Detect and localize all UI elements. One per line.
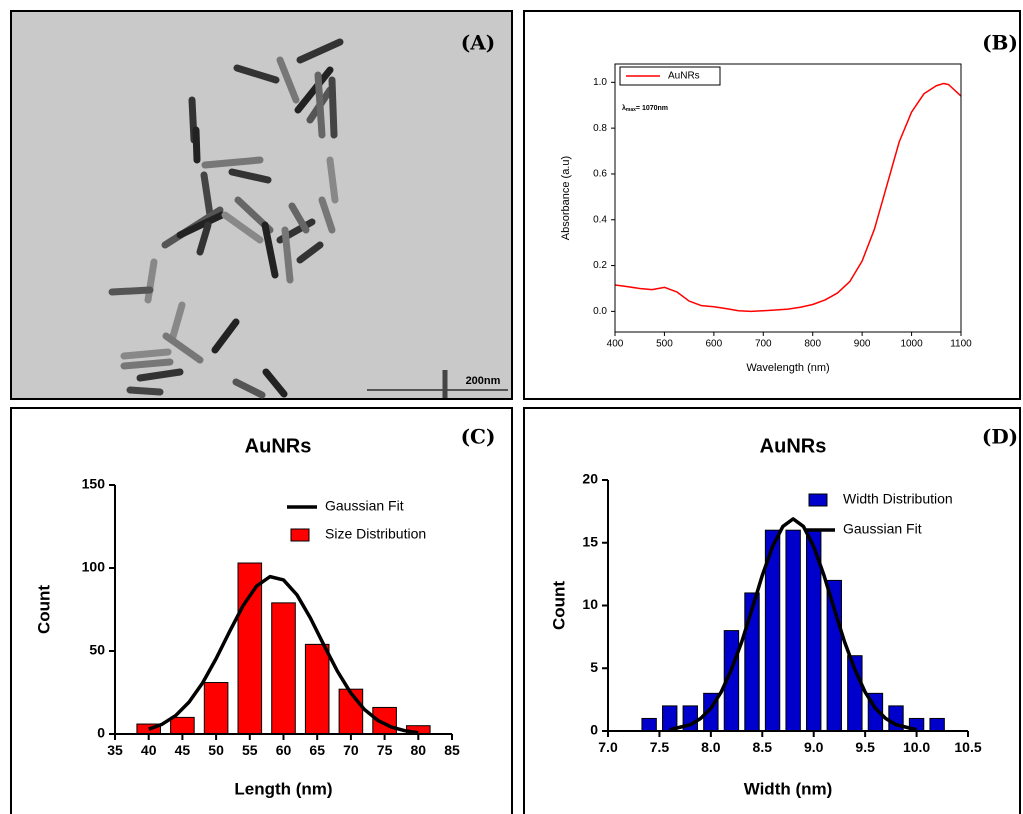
x-axis-label: Length (nm) (234, 779, 332, 798)
legend-swatch (809, 494, 827, 506)
y-tick-label: 0.0 (593, 306, 607, 317)
x-tick-label: 70 (343, 742, 359, 758)
x-tick-label: 65 (309, 742, 325, 758)
y-tick-label: 10 (582, 596, 598, 612)
panel-a-frame (11, 11, 512, 399)
panel-label: (D) (982, 425, 1018, 449)
y-tick-label: 15 (582, 533, 598, 549)
y-tick-label: 0.8 (593, 123, 607, 134)
y-axis-label: Count (34, 585, 53, 634)
chart-title: AuNRs (245, 435, 312, 457)
y-tick-label: 0.2 (593, 260, 607, 271)
x-axis-label: Width (nm) (744, 779, 833, 798)
x-tick-label: 55 (242, 742, 258, 758)
bar (305, 644, 329, 734)
y-axis-label: Absorbance (a.u) (560, 156, 572, 240)
y-tick-label: 0.6 (593, 169, 607, 180)
x-tick-label: 800 (804, 339, 821, 350)
x-tick-label: 9.0 (804, 739, 824, 755)
annotation-part: = 1070nm (636, 105, 668, 112)
x-tick-label: 7.0 (598, 739, 618, 755)
panel-label: (C) (461, 425, 496, 449)
x-tick-label: 600 (706, 339, 723, 350)
panel-b-frame (524, 11, 1020, 399)
x-tick-label: 400 (607, 339, 624, 350)
x-tick-label: 8.5 (753, 739, 773, 755)
annotation-part: max (626, 107, 636, 113)
y-tick-label: 0 (590, 722, 598, 738)
chart-title: AuNRs (760, 435, 827, 457)
x-axis-label: Wavelength (nm) (746, 362, 829, 374)
x-tick-label: 60 (276, 742, 292, 758)
x-tick-label: 40 (141, 742, 157, 758)
bar (642, 718, 656, 731)
y-tick-label: 20 (582, 471, 598, 487)
legend-swatch (291, 529, 309, 541)
x-tick-label: 80 (411, 742, 427, 758)
bar (786, 530, 800, 731)
bar (272, 603, 296, 734)
bar (204, 683, 228, 734)
x-tick-label: 75 (377, 742, 393, 758)
legend-label: Gaussian Fit (325, 498, 404, 514)
x-tick-label: 10.0 (903, 739, 930, 755)
legend-label: Width Distribution (843, 491, 953, 507)
x-tick-label: 1000 (900, 339, 923, 350)
x-tick-label: 8.0 (701, 739, 721, 755)
x-tick-label: 85 (444, 742, 460, 758)
x-tick-label: 900 (854, 339, 871, 350)
x-tick-label: 45 (175, 742, 191, 758)
bar (339, 689, 363, 734)
x-tick-label: 700 (755, 339, 772, 350)
y-axis-label: Count (549, 581, 568, 630)
figure: 200nm (A) (B) (C) (D) 400500600700800900… (0, 0, 1023, 814)
scale-bar-label: 200nm (466, 375, 501, 387)
x-tick-label: 50 (208, 742, 224, 758)
x-tick-label: 9.5 (855, 739, 875, 755)
panel-label: (A) (461, 31, 495, 55)
y-tick-label: 0.4 (593, 214, 607, 225)
bar (930, 718, 944, 731)
x-tick-label: 500 (656, 339, 673, 350)
y-tick-label: 150 (82, 476, 106, 492)
legend-label: AuNRs (668, 71, 700, 82)
y-tick-label: 0 (97, 725, 105, 741)
legend-label: Size Distribution (325, 526, 426, 542)
y-tick-label: 50 (89, 642, 105, 658)
y-tick-label: 100 (82, 559, 106, 575)
bar (171, 717, 195, 734)
x-tick-label: 10.5 (954, 739, 981, 755)
bar (827, 580, 841, 731)
y-tick-label: 5 (590, 659, 598, 675)
x-tick-label: 7.5 (650, 739, 670, 755)
y-tick-label: 1.0 (593, 77, 607, 88)
panel-label: (B) (982, 31, 1018, 55)
x-tick-label: 35 (107, 742, 123, 758)
bar (238, 563, 262, 734)
x-tick-label: 1100 (950, 339, 972, 350)
legend-label: Gaussian Fit (843, 521, 922, 537)
